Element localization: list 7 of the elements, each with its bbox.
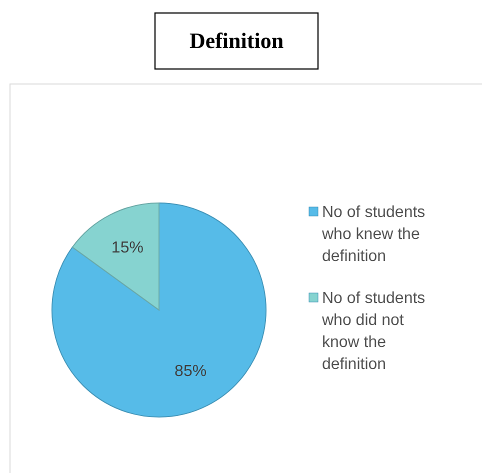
legend-label: No of students who knew the definition	[321, 204, 426, 265]
pie-slice	[52, 202, 266, 418]
pie-slice	[72, 202, 160, 310]
data-label: 15%	[111, 239, 144, 256]
data-label: 85%	[174, 363, 207, 380]
legend-label: No of students who did not know the definition	[321, 290, 426, 373]
chart-title: Definition	[189, 28, 284, 53]
